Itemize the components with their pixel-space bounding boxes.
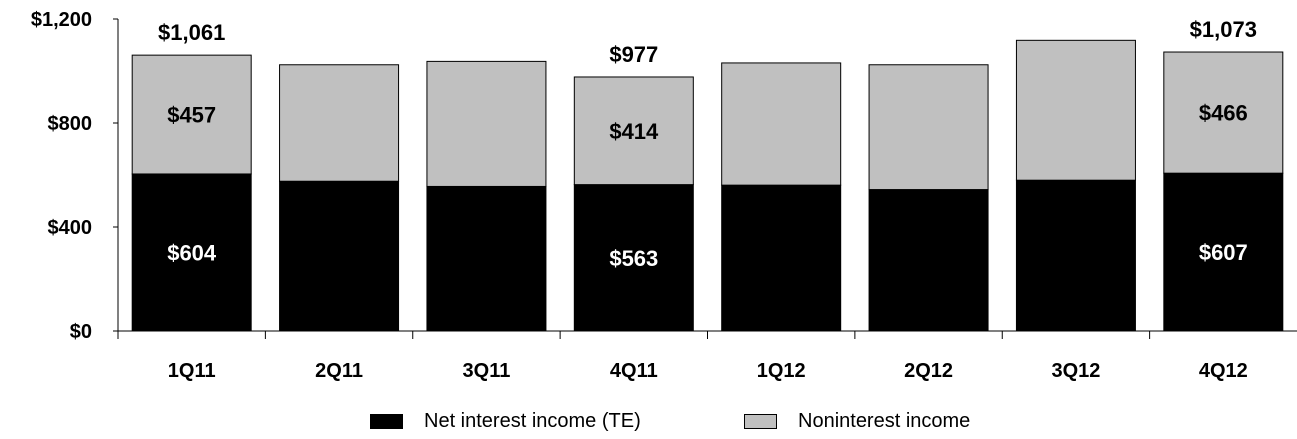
bar-net-interest-income-te-2q12 <box>868 189 989 332</box>
legend-swatch-noninterest <box>744 414 777 429</box>
y-tick-label: $400 <box>48 217 93 239</box>
chart-legend: Net interest income (TE) Noninterest inc… <box>0 410 1297 439</box>
legend-item-noninterest: Noninterest income <box>744 410 970 433</box>
bar-noninterest-income-3q12 <box>1015 39 1136 181</box>
legend-label-noninterest: Noninterest income <box>798 410 971 432</box>
y-tick-label: $800 <box>48 113 93 135</box>
bar-noninterest-income-1q12 <box>721 62 842 186</box>
bar-noninterest-income-1q11 <box>131 54 252 175</box>
bar-net-interest-income-te-2q11 <box>279 180 400 332</box>
total-label-4q12: $1,073 <box>1190 17 1257 42</box>
data-label-net-interest-income-te-4q12: $607 <box>1199 240 1248 265</box>
data-label-noninterest-income-1q11: $457 <box>167 103 216 128</box>
x-tick-label: 2Q12 <box>904 360 953 382</box>
total-label-1q11: $1,061 <box>158 20 225 45</box>
bar-net-interest-income-te-3q12 <box>1015 179 1136 332</box>
x-tick-label: 3Q11 <box>463 360 511 382</box>
bar-net-interest-income-te-1q11 <box>131 173 252 332</box>
bar-noninterest-income-2q12 <box>868 64 989 191</box>
bar-noninterest-income-3q11 <box>426 60 547 187</box>
legend-swatch-net-interest <box>370 414 403 429</box>
legend-item-net-interest: Net interest income (TE) <box>370 410 641 433</box>
x-tick-label: 1Q12 <box>757 360 806 382</box>
data-label-noninterest-income-4q11: $414 <box>609 119 659 144</box>
bar-net-interest-income-te-4q12 <box>1163 172 1284 332</box>
data-label-net-interest-income-te-1q11: $604 <box>167 240 217 265</box>
legend-label-net-interest: Net interest income (TE) <box>424 410 641 432</box>
y-tick-label: $0 <box>70 321 92 343</box>
bar-noninterest-income-4q11 <box>573 76 694 186</box>
x-tick-label: 4Q11 <box>610 360 658 382</box>
x-tick-label: 2Q11 <box>315 360 363 382</box>
stacked-bar-chart: $0 $400 $800 $1,200 1Q11 2Q11 3Q11 4Q11 1Q12 2Q12… <box>31 9 1297 382</box>
bar-net-interest-income-te-1q12 <box>721 184 842 332</box>
y-tick-label: $1,200 <box>31 9 92 31</box>
bar-noninterest-income-4q12 <box>1163 51 1284 174</box>
data-label-noninterest-income-4q12: $466 <box>1199 101 1248 126</box>
x-tick-label: 4Q12 <box>1199 360 1248 382</box>
x-tick-label: 3Q12 <box>1051 360 1100 382</box>
bar-noninterest-income-2q11 <box>279 64 400 182</box>
total-label-4q11: $977 <box>609 42 658 67</box>
x-tick-label: 1Q11 <box>168 360 216 382</box>
data-label-net-interest-income-te-4q11: $563 <box>609 246 658 271</box>
bar-net-interest-income-te-3q11 <box>426 185 547 332</box>
